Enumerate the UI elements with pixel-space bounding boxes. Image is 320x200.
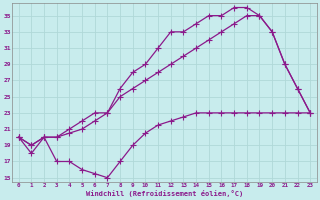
X-axis label: Windchill (Refroidissement éolien,°C): Windchill (Refroidissement éolien,°C) [86,190,243,197]
